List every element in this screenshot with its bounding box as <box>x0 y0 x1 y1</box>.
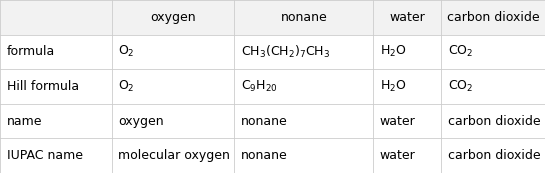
Text: water: water <box>380 149 416 162</box>
Text: name: name <box>7 115 42 128</box>
Text: $\mathregular{CO_2}$: $\mathregular{CO_2}$ <box>448 44 473 60</box>
Text: IUPAC name: IUPAC name <box>7 149 82 162</box>
Text: carbon dioxide: carbon dioxide <box>448 149 541 162</box>
Text: nonane: nonane <box>241 149 288 162</box>
Text: water: water <box>390 11 425 24</box>
Bar <box>0 0 545 35</box>
Text: $\mathregular{H_2O}$: $\mathregular{H_2O}$ <box>380 44 407 60</box>
Text: oxygen: oxygen <box>150 11 196 24</box>
Text: $\mathregular{CO_2}$: $\mathregular{CO_2}$ <box>448 79 473 94</box>
Text: $\mathregular{O_2}$: $\mathregular{O_2}$ <box>118 79 135 94</box>
Text: nonane: nonane <box>281 11 327 24</box>
Text: carbon dioxide: carbon dioxide <box>447 11 540 24</box>
Text: formula: formula <box>7 45 55 58</box>
Text: oxygen: oxygen <box>118 115 164 128</box>
Text: $\mathregular{CH_3(CH_2)_7CH_3}$: $\mathregular{CH_3(CH_2)_7CH_3}$ <box>241 44 330 60</box>
Text: molecular oxygen: molecular oxygen <box>118 149 230 162</box>
Text: water: water <box>380 115 416 128</box>
Text: $\mathregular{O_2}$: $\mathregular{O_2}$ <box>118 44 135 60</box>
Text: carbon dioxide: carbon dioxide <box>448 115 541 128</box>
Text: $\mathregular{H_2O}$: $\mathregular{H_2O}$ <box>380 79 407 94</box>
Text: $\mathregular{C_9H_{20}}$: $\mathregular{C_9H_{20}}$ <box>241 79 278 94</box>
Text: nonane: nonane <box>241 115 288 128</box>
Text: Hill formula: Hill formula <box>7 80 78 93</box>
